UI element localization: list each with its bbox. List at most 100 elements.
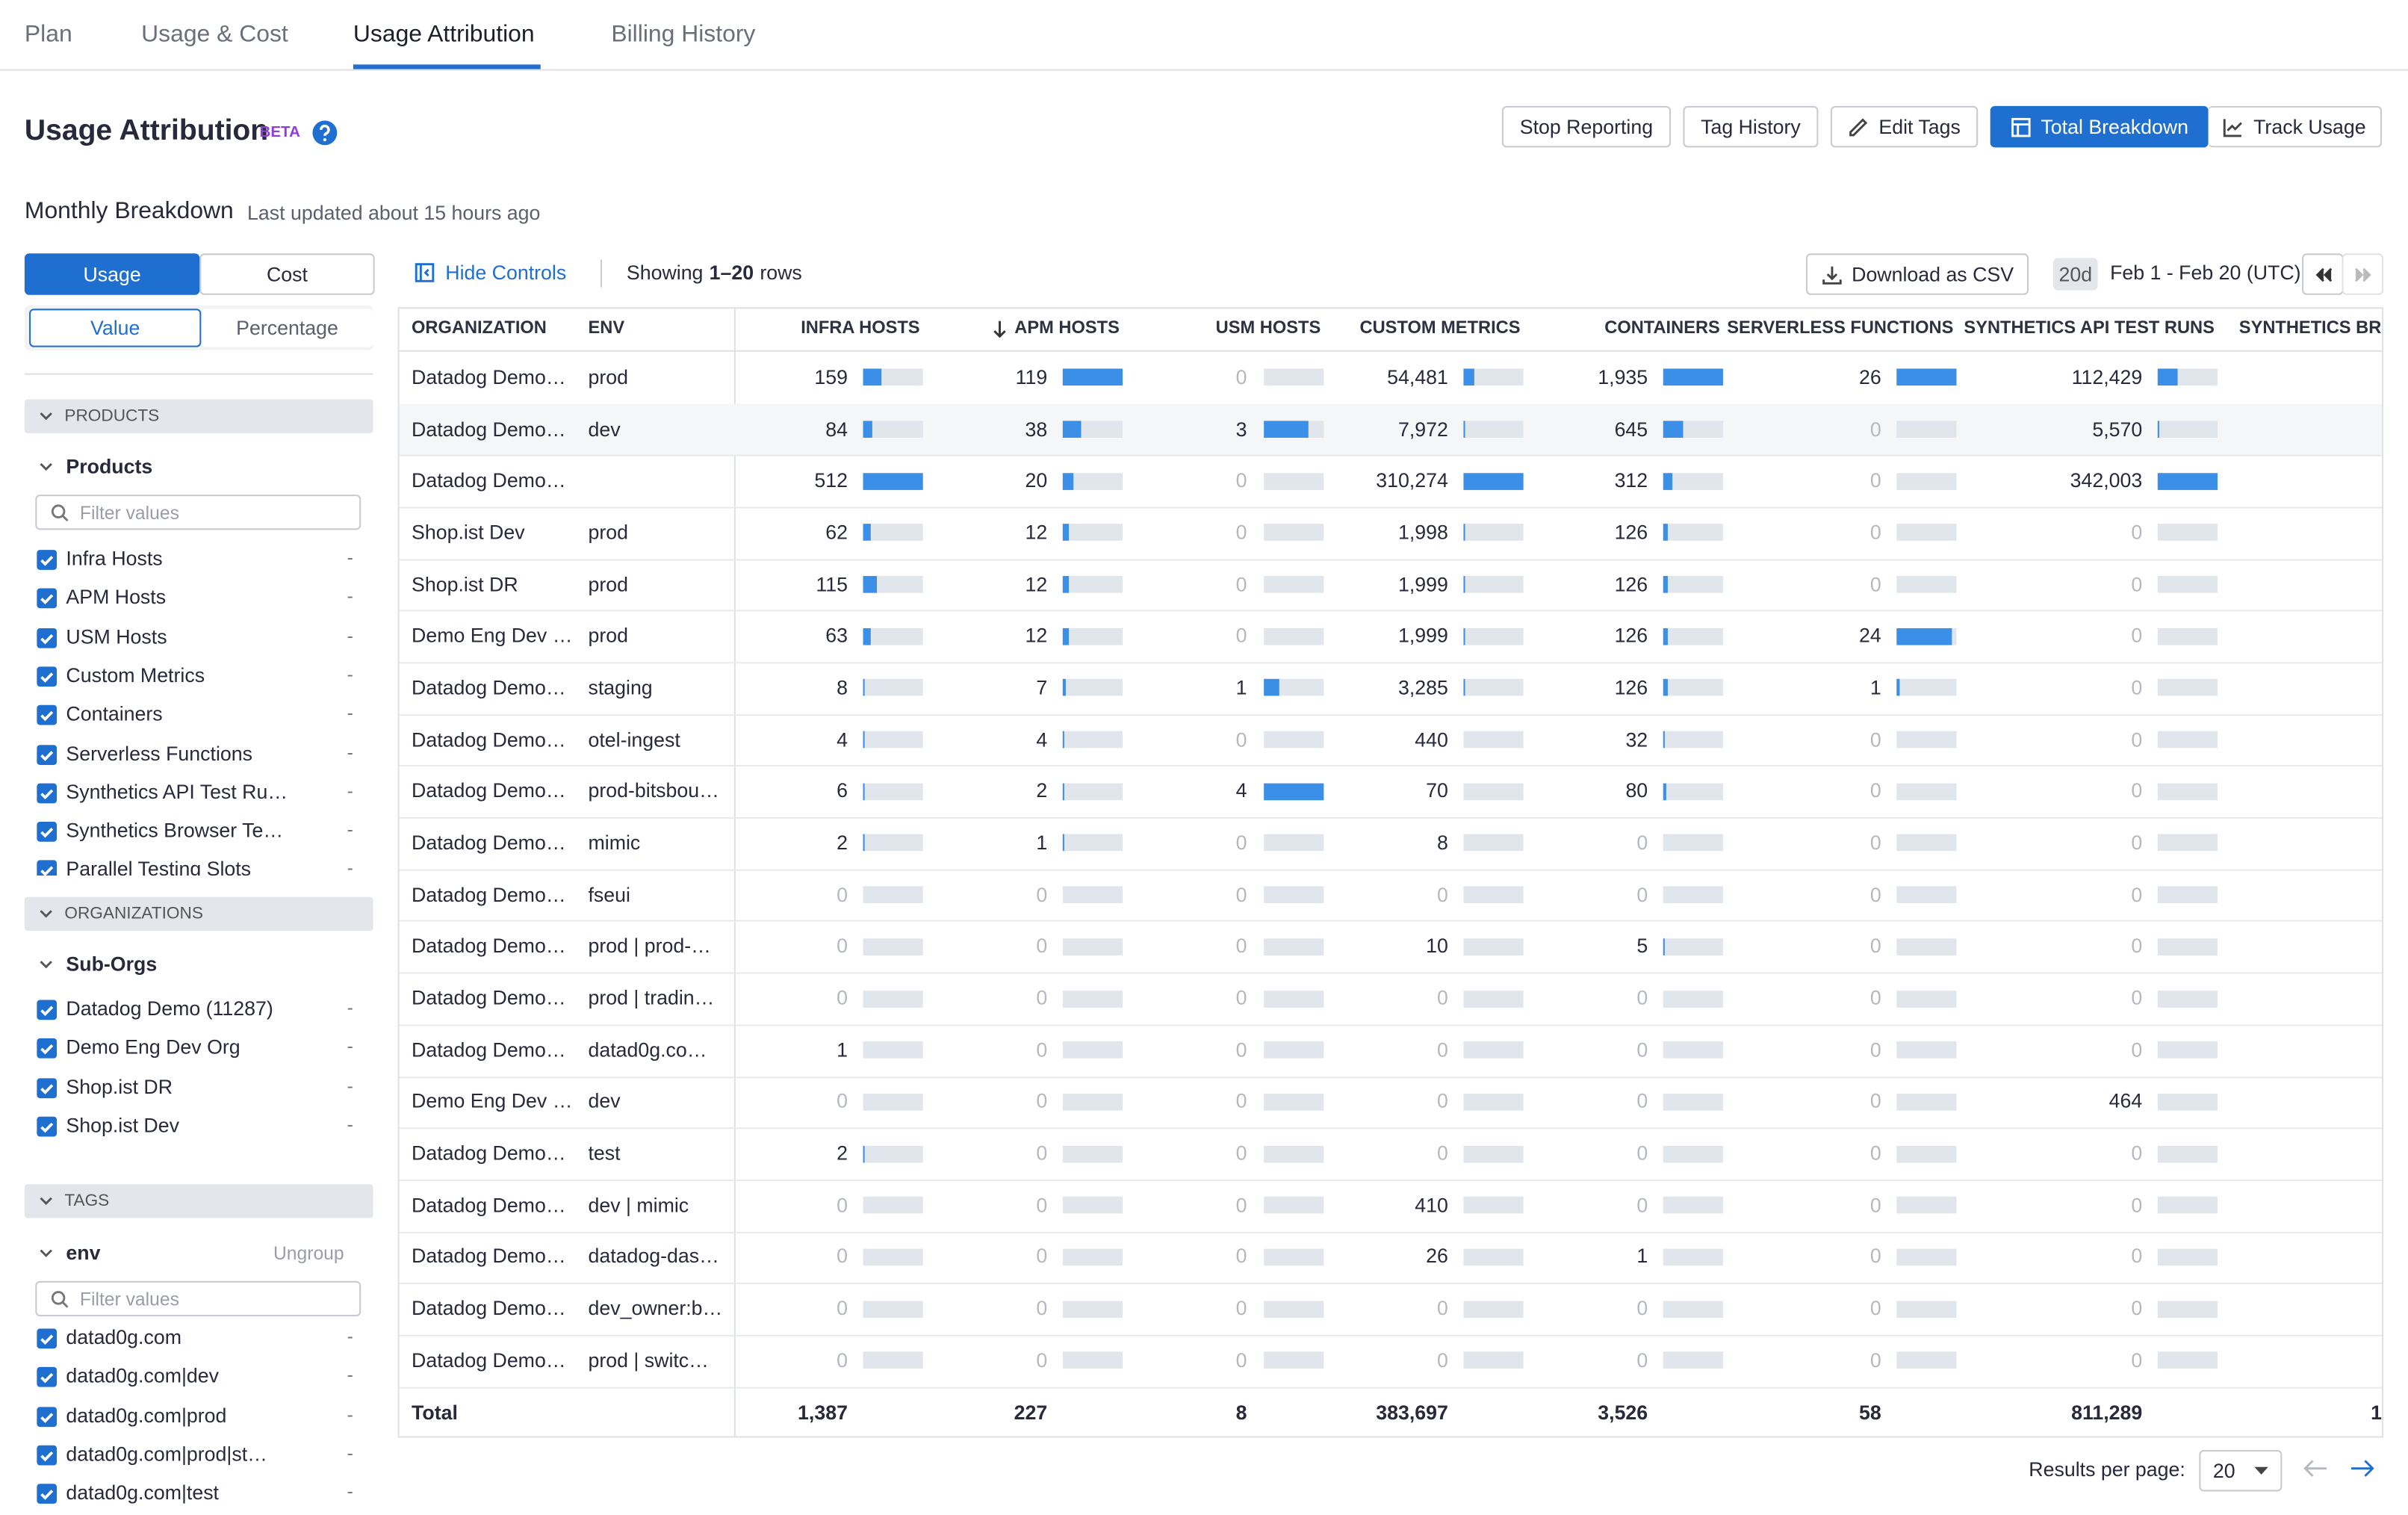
prev-period[interactable] <box>2302 253 2344 295</box>
column-header[interactable]: SYNTHETICS BRO <box>2239 320 2383 338</box>
column-header[interactable]: USM HOSTS <box>1216 320 1321 338</box>
number-cell: 0 <box>1036 1245 1047 1268</box>
section-header[interactable]: PRODUCTS <box>25 400 373 433</box>
section-header[interactable]: TAGS <box>25 1184 373 1218</box>
group-header[interactable]: Products <box>38 455 152 478</box>
checkbox[interactable] <box>37 822 57 842</box>
group-header[interactable]: Sub-Orgs <box>38 952 157 976</box>
number-cell: 6 <box>837 779 848 802</box>
checkbox[interactable] <box>37 705 57 725</box>
number-cell: 1,935 <box>1598 365 1648 388</box>
bar-track <box>1663 1352 1723 1369</box>
checkbox[interactable] <box>37 628 57 648</box>
row-divider <box>400 766 2383 767</box>
next-page[interactable] <box>2350 1457 2376 1484</box>
bar-track <box>1896 1301 1956 1318</box>
bar-track <box>2158 576 2218 593</box>
org-cell: Datadog Demo… <box>412 728 566 751</box>
header-button[interactable]: Track Usage <box>2209 106 2382 148</box>
bar-track <box>1063 628 1123 645</box>
tab[interactable]: Plan <box>25 22 72 49</box>
hide-controls[interactable]: Hide Controls <box>415 261 566 285</box>
number-cell: 0 <box>1236 1348 1247 1372</box>
bar-track <box>1463 1248 1523 1265</box>
bar <box>1063 576 1069 593</box>
org-cell: Demo Eng Dev … <box>412 1090 572 1113</box>
checkbox[interactable] <box>37 1000 57 1020</box>
checkbox[interactable] <box>37 666 57 687</box>
next-period[interactable] <box>2342 253 2384 295</box>
bar-track <box>1896 1248 1956 1265</box>
checkbox[interactable] <box>37 1484 57 1505</box>
bar-track <box>1896 421 1956 438</box>
mode-toggle[interactable]: Usage <box>25 253 199 295</box>
env-cell: prod <box>588 572 628 595</box>
display-toggle[interactable]: Value <box>29 309 201 347</box>
row-divider <box>400 507 2383 509</box>
checkbox-label: Shop.ist DR <box>66 1074 173 1097</box>
checkbox[interactable] <box>37 1446 57 1466</box>
download-button[interactable]: Download as CSV <box>1806 253 2029 295</box>
display-toggle[interactable]: Percentage <box>201 309 373 347</box>
prev-page[interactable] <box>2302 1457 2328 1484</box>
checkbox[interactable] <box>37 1329 57 1349</box>
row-divider <box>400 1128 2383 1130</box>
column-header[interactable]: CUSTOM METRICS <box>1360 320 1521 338</box>
number-cell: 2 <box>1036 779 1047 802</box>
number-cell: 26 <box>1859 365 1881 388</box>
per-page-select[interactable]: 20 <box>2199 1450 2282 1492</box>
mode-toggle[interactable]: Cost <box>199 253 374 295</box>
checkbox[interactable] <box>37 1078 57 1098</box>
help-icon[interactable] <box>311 120 338 146</box>
filter-input[interactable]: Filter values <box>35 495 361 530</box>
checkbox[interactable] <box>37 1039 57 1059</box>
number-cell: 0 <box>1870 1193 1881 1216</box>
bar <box>2158 369 2177 386</box>
bar-track <box>1463 473 1523 490</box>
bar-track <box>1463 524 1523 542</box>
bar-track <box>1063 1301 1123 1318</box>
header-button[interactable]: Edit Tags <box>1831 106 1978 148</box>
checkbox[interactable] <box>37 589 57 609</box>
header-button[interactable]: Stop Reporting <box>1502 106 1671 148</box>
tab[interactable]: Usage & Cost <box>141 22 288 49</box>
header-button[interactable]: Tag History <box>1683 106 1818 148</box>
checkbox[interactable] <box>37 783 57 803</box>
bar <box>1663 680 1667 697</box>
group-header[interactable]: env <box>38 1241 100 1264</box>
filter-input[interactable]: Filter values <box>35 1281 361 1316</box>
column-header[interactable]: APM HOSTS <box>991 320 1119 338</box>
bar <box>1463 524 1464 542</box>
tab[interactable]: Usage Attribution <box>353 22 535 49</box>
checkbox[interactable] <box>37 550 57 570</box>
checkbox[interactable] <box>37 1407 57 1427</box>
tab[interactable]: Billing History <box>611 22 755 49</box>
number-cell: 0 <box>1636 1038 1648 1061</box>
bar-track <box>1463 731 1523 749</box>
bar-track <box>863 628 923 645</box>
column-header-label: CONTAINERS <box>1604 320 1720 338</box>
column-header[interactable]: SYNTHETICS API TEST RUNS <box>1964 320 2214 338</box>
ungroup-link[interactable]: Ungroup <box>273 1242 344 1264</box>
column-header[interactable]: SERVERLESS FUNCTIONS <box>1727 320 1953 338</box>
bar <box>1663 628 1667 645</box>
column-header[interactable]: ENV <box>588 320 624 338</box>
checkbox[interactable] <box>37 861 57 876</box>
item-value: - <box>347 702 353 724</box>
row-divider <box>400 714 2383 716</box>
checkbox[interactable] <box>37 1368 57 1388</box>
item-value: - <box>347 1403 353 1425</box>
env-cell: prod <box>588 521 628 544</box>
section-header[interactable]: ORGANIZATIONS <box>25 897 373 931</box>
bar-track <box>1063 473 1123 490</box>
column-header[interactable]: CONTAINERS <box>1604 320 1720 338</box>
column-header[interactable]: ORGANIZATION <box>412 320 547 338</box>
checkbox[interactable] <box>37 1117 57 1137</box>
number-cell: 0 <box>2131 882 2142 905</box>
number-cell: 119 <box>1016 365 1048 388</box>
header-button[interactable]: Total Breakdown <box>1990 106 2209 148</box>
checkbox[interactable] <box>37 744 57 764</box>
number-cell: 0 <box>1870 728 1881 751</box>
group-label: Sub-Orgs <box>66 952 157 976</box>
column-header[interactable]: INFRA HOSTS <box>801 320 919 338</box>
